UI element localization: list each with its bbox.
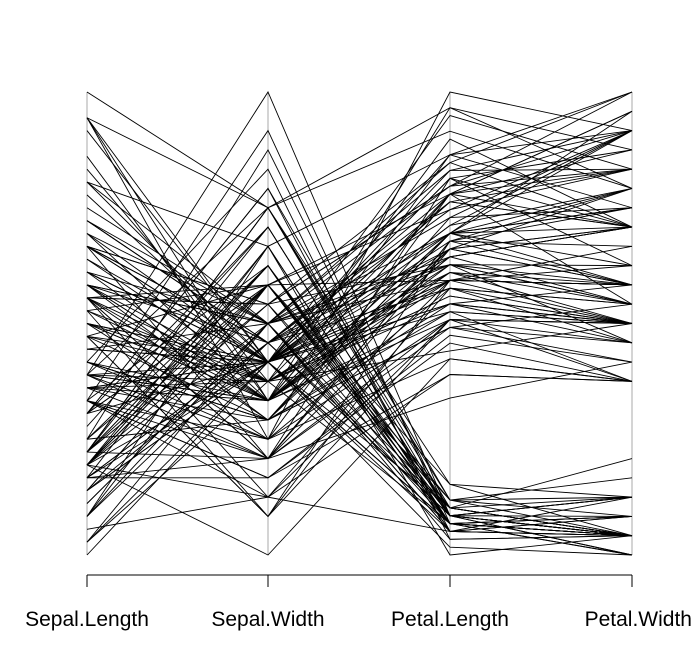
data-lines — [86, 91, 633, 556]
data-line — [86, 226, 633, 537]
data-line — [86, 207, 633, 421]
data-line — [86, 322, 633, 543]
tick-label: Petal.Width — [585, 608, 692, 631]
tick-marks — [86, 575, 633, 587]
data-line — [86, 240, 633, 518]
data-line — [86, 91, 633, 305]
data-line — [86, 226, 633, 537]
data-line — [86, 206, 633, 537]
data-line — [86, 110, 633, 344]
tick-label: Sepal.Width — [211, 608, 324, 631]
data-line — [86, 130, 633, 312]
data-line — [86, 358, 633, 440]
tick-label: Petal.Length — [391, 608, 509, 631]
data-line — [86, 110, 633, 402]
data-line — [86, 162, 633, 325]
data-line — [86, 107, 633, 402]
tick-label: Sepal.Length — [25, 608, 149, 631]
data-line — [86, 107, 633, 209]
data-line — [86, 193, 633, 440]
data-line — [86, 188, 633, 402]
data-line — [86, 130, 633, 344]
data-line — [86, 130, 633, 324]
data-line — [86, 130, 633, 325]
data-line — [86, 374, 633, 498]
data-line — [86, 226, 633, 363]
data-line — [86, 117, 633, 363]
data-line — [86, 207, 633, 421]
data-line — [86, 264, 633, 509]
axis-lines — [86, 92, 633, 555]
data-line — [86, 207, 633, 460]
data-line — [86, 496, 633, 532]
data-line — [86, 361, 633, 556]
data-line — [86, 295, 633, 382]
data-line — [86, 342, 633, 479]
data-line — [86, 361, 633, 459]
data-line — [86, 287, 633, 440]
data-line — [86, 188, 633, 363]
data-line — [86, 177, 633, 363]
data-line — [86, 311, 633, 402]
data-line — [86, 91, 633, 247]
data-line — [86, 130, 633, 325]
data-line — [86, 265, 633, 337]
data-line — [86, 226, 633, 363]
data-line — [86, 303, 633, 376]
data-line — [86, 287, 633, 498]
data-line — [86, 319, 633, 460]
tick-labels: Sepal.Length Sepal.Width Petal.Length Pe… — [25, 608, 692, 631]
data-line — [86, 201, 633, 344]
data-line — [86, 91, 633, 305]
data-line — [86, 91, 633, 209]
